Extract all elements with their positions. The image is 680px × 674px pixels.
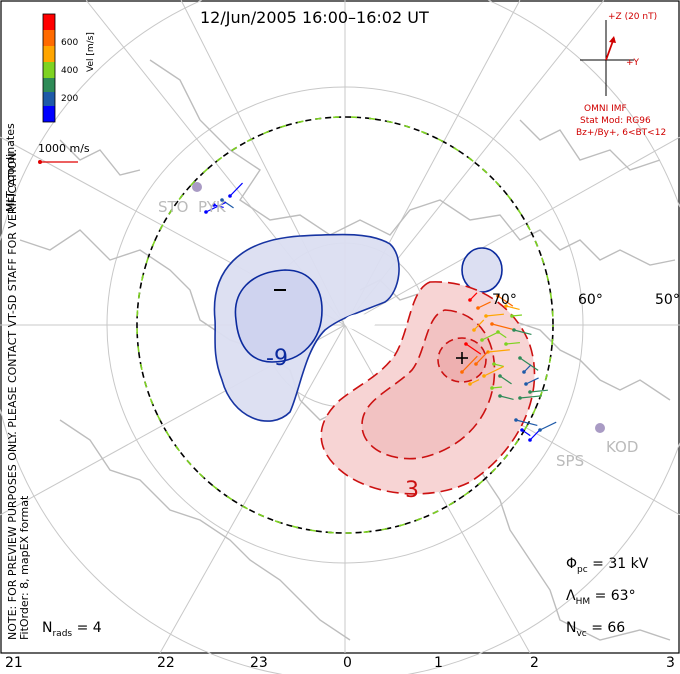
velocity-vector <box>525 377 539 385</box>
mlt-label-21: 21 <box>5 655 23 671</box>
imf-model: Stat Mod: RG96 <box>580 116 651 126</box>
velocity-vectors <box>204 182 557 442</box>
negative-contour-label: -9 <box>266 346 288 371</box>
imf-clock <box>580 20 634 96</box>
velocity-vector <box>461 355 478 373</box>
fit-order-note: FitOrder: 8, mapEX format <box>18 495 31 640</box>
velocity-vector <box>229 182 243 197</box>
station-sps: SPS <box>556 452 585 470</box>
map-title: 12/Jun/2005 16:00–16:02 UT <box>200 8 429 27</box>
velocity-vector <box>205 201 227 213</box>
velocity-vector <box>481 331 499 341</box>
colorbar-tick-600: 600 <box>61 38 79 48</box>
velocity-vector <box>221 199 234 209</box>
velocity-vector <box>469 292 478 301</box>
plot-frame <box>0 0 680 654</box>
velocity-vector <box>485 313 504 317</box>
stat-phi-pc: Φpc = 31 kV <box>566 556 649 575</box>
station-sto: STO <box>158 198 189 216</box>
velocity-vector <box>491 386 503 389</box>
lat-label-70: 70° <box>492 292 517 308</box>
velocity-vector <box>465 343 482 355</box>
imf-source: OMNI IMF <box>584 104 627 114</box>
velocity-vector <box>513 329 532 336</box>
velocity-vector <box>497 295 514 307</box>
colorbar-label: Vel [m/s] <box>86 32 96 72</box>
lat-label-50: 50° <box>655 292 680 308</box>
station-pyk: PYK <box>198 198 226 216</box>
lat-label-60: 60° <box>578 292 603 308</box>
positive-contour-label: 3 <box>405 478 419 503</box>
velocity-vector <box>529 389 548 393</box>
velocity-vector <box>505 305 520 311</box>
mlt-label-2: 2 <box>530 655 539 671</box>
stat-nvc: Nvc = 66 <box>566 620 626 639</box>
velocity-vector <box>499 375 512 385</box>
velocity-vector <box>497 331 507 339</box>
velocity-vector <box>477 301 491 309</box>
mlt-label-23: 23 <box>250 655 268 671</box>
station-kod: KOD <box>606 438 639 456</box>
velocity-vector <box>529 429 541 441</box>
velocity-colorbar <box>42 13 56 123</box>
velocity-vector <box>499 395 514 401</box>
velocity-vector <box>491 323 514 331</box>
negative-cell <box>213 233 400 422</box>
mlt-label-1: 1 <box>434 655 443 671</box>
velocity-vector <box>505 342 520 345</box>
velocity-vector <box>539 421 557 431</box>
imf-condition: Bz+/By+, 6<BT<12 <box>576 128 667 138</box>
velocity-vector <box>519 357 539 371</box>
velocity-vector <box>515 419 538 427</box>
velocity-vector <box>487 349 510 353</box>
station-markers <box>192 182 605 433</box>
colorbar-tick-200: 200 <box>61 94 79 104</box>
imf-z-label: +Z (20 nT) <box>608 12 658 22</box>
pole-gap <box>344 314 376 330</box>
hm-boundary-overlay <box>136 116 554 534</box>
velocity-vector <box>469 379 480 385</box>
scale-vector-label: 1000 m/s <box>38 142 90 155</box>
velocity-vector <box>475 350 489 365</box>
velocity-vector <box>523 364 532 373</box>
colorbar-tick-400: 400 <box>61 66 79 76</box>
negative-cell-small <box>461 247 503 293</box>
imf-y-label: +Y <box>626 58 640 68</box>
velocity-vector <box>511 314 523 317</box>
mlt-label-0: 0 <box>343 655 352 671</box>
velocity-vector <box>493 363 504 368</box>
scale-vector <box>38 160 78 164</box>
stat-lambda-hm: ΛHM = 63° <box>566 588 636 607</box>
velocity-vector <box>473 319 485 331</box>
mlt-label-3: 3 <box>666 655 675 671</box>
mlt-label-22: 22 <box>157 655 175 671</box>
coastlines <box>19 59 676 641</box>
velocity-vector <box>521 429 531 437</box>
velocity-vector <box>483 365 505 377</box>
stat-nrads: Nrads = 4 <box>42 620 102 639</box>
velocity-vector <box>519 395 542 399</box>
